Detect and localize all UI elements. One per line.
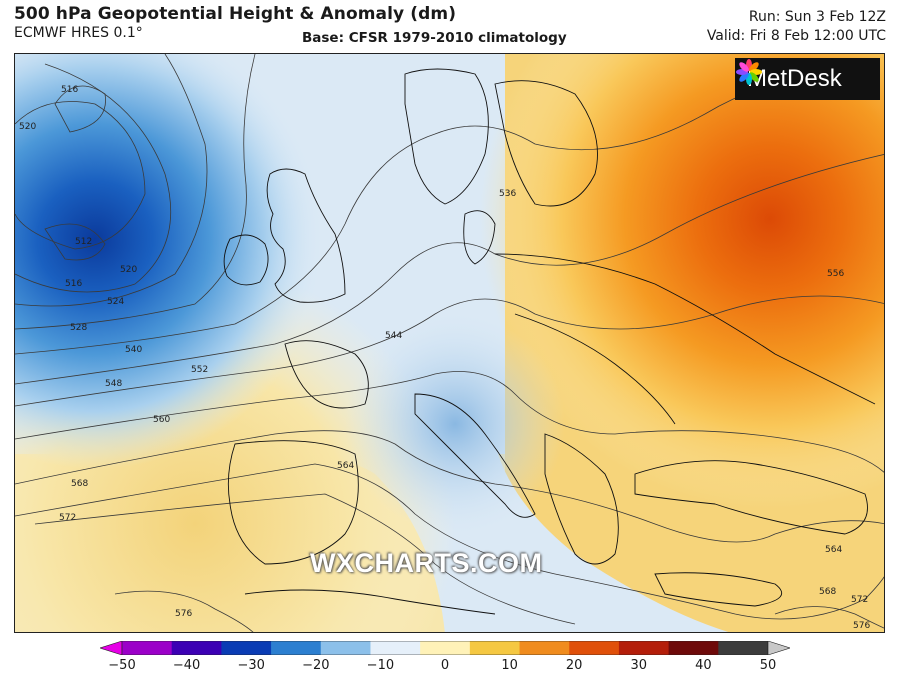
colorbar-cell <box>122 641 173 655</box>
contour-label: 568 <box>819 587 836 597</box>
logo-flower-icon <box>736 59 762 85</box>
run-time: Run: Sun 3 Feb 12Z <box>748 9 886 25</box>
coastlines <box>223 68 876 615</box>
colorbar-cell <box>271 641 322 655</box>
contour-label: 540 <box>125 345 142 355</box>
contour-label: 524 <box>107 297 124 307</box>
colorbar-cell <box>469 641 521 655</box>
height-contours <box>15 54 884 632</box>
colorbar-cell <box>320 641 371 655</box>
map-panel: 516 520 512 516 520 524 528 540 548 552 … <box>14 53 885 633</box>
header-left: 500 hPa Geopotential Height & Anomaly (d… <box>14 4 456 41</box>
contour-label: 552 <box>191 365 208 375</box>
colorbar-cell <box>569 641 620 655</box>
logo-text: MetDesk <box>747 65 842 92</box>
colorbar <box>100 641 790 655</box>
contour-label: 516 <box>61 85 78 95</box>
colorbar-tick-label: −30 <box>237 658 265 673</box>
contour-label: 528 <box>70 323 87 333</box>
contour-label: 544 <box>385 331 402 341</box>
colorbar-cell <box>370 641 421 655</box>
chart-title: 500 hPa Geopotential Height & Anomaly (d… <box>14 4 457 24</box>
climatology-base: Base: CFSR 1979-2010 climatology <box>302 30 567 46</box>
colorbar-cell <box>420 641 471 655</box>
colorbar-tick-label: −10 <box>366 658 395 673</box>
wxcharts-watermark: WXCHARTS.COM <box>310 548 543 578</box>
model-label: ECMWF HRES 0.1° <box>14 25 143 41</box>
contour-label: 568 <box>71 479 88 489</box>
colorbar-cell <box>618 641 670 655</box>
header-right: Run: Sun 3 Feb 12Z Valid: Fri 8 Feb 12:0… <box>707 8 886 46</box>
contour-label: 548 <box>105 379 122 389</box>
colorbar-tick-label: 30 <box>630 658 648 673</box>
contour-label: 572 <box>851 595 868 605</box>
colorbar-tick-label: −50 <box>108 658 136 673</box>
colorbar-tick-label: −20 <box>302 658 330 673</box>
anomaly-map: 516 520 512 516 520 524 528 540 548 552 … <box>15 54 884 632</box>
valid-time: Valid: Fri 8 Feb 12:00 UTC <box>706 28 886 44</box>
colorbar-min-arrow <box>100 641 123 655</box>
contour-label: 520 <box>19 122 36 132</box>
colorbar-tick-label: 40 <box>695 658 712 673</box>
colorbar-max-arrow <box>767 641 790 655</box>
contour-label: 520 <box>120 265 137 275</box>
colorbar-cell <box>519 641 570 655</box>
contour-label: 536 <box>499 189 516 199</box>
colorbar-tick-label: 20 <box>565 658 583 673</box>
contour-label: 516 <box>65 279 82 289</box>
colorbar-cell <box>171 641 222 655</box>
colorbar-cell <box>221 641 272 655</box>
contour-label: 512 <box>75 237 92 247</box>
contour-label: 560 <box>153 415 170 425</box>
contour-label: 576 <box>175 609 192 619</box>
colorbar-tick-label: −40 <box>172 658 201 673</box>
colorbar-tick-label: 10 <box>501 658 518 673</box>
metdesk-logo: MetDesk <box>735 58 880 100</box>
contour-labels: 516 520 512 516 520 524 528 540 548 552 … <box>19 85 870 631</box>
colorbar-cell <box>668 641 719 655</box>
contour-label: 556 <box>827 269 844 279</box>
contour-label: 572 <box>59 513 76 523</box>
colorbar-tick-label: 0 <box>440 658 450 673</box>
colorbar-tick-label: 50 <box>759 658 777 673</box>
colorbar-cell <box>718 641 769 655</box>
contour-label: 564 <box>825 545 842 555</box>
contour-label: 564 <box>337 461 354 471</box>
contour-label: 576 <box>853 621 870 631</box>
